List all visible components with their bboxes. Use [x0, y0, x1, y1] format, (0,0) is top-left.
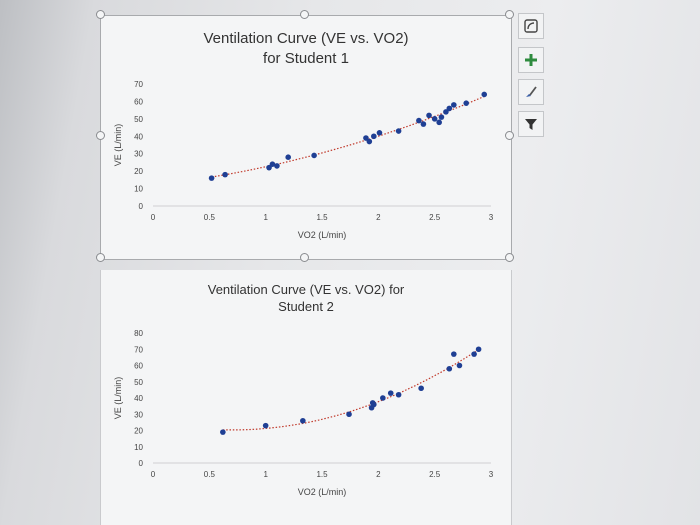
data-point[interactable] — [475, 346, 482, 353]
x-tick-label: 2 — [376, 213, 381, 222]
y-tick-label: 50 — [134, 115, 143, 124]
data-point[interactable] — [376, 130, 383, 136]
x-tick-label: 2 — [376, 470, 381, 479]
data-point[interactable] — [274, 163, 280, 169]
data-point[interactable] — [380, 395, 386, 401]
y-axis-title[interactable]: VE (L/min) — [113, 377, 123, 420]
resize-handle-top-left[interactable] — [96, 10, 105, 19]
x-tick-label: 3 — [489, 470, 494, 479]
resize-handle-right[interactable] — [505, 131, 514, 140]
resize-handle-top-right[interactable] — [505, 10, 514, 19]
data-point[interactable] — [363, 135, 369, 141]
data-point[interactable] — [443, 109, 449, 115]
data-point[interactable] — [262, 422, 269, 429]
data-point[interactable] — [451, 102, 457, 108]
chart-1-title[interactable]: Ventilation Curve (VE vs. VO2) for Stude… — [203, 30, 409, 67]
x-tick-label: 0 — [151, 470, 156, 479]
x-tick-label: 1 — [263, 470, 268, 479]
x-tick-label: 2.5 — [429, 470, 441, 479]
y-tick-label: 80 — [134, 329, 143, 338]
chart-filters-button[interactable] — [518, 111, 544, 137]
data-point[interactable] — [451, 351, 457, 357]
data-point[interactable] — [420, 121, 427, 127]
data-point[interactable] — [371, 401, 377, 408]
y-tick-label: 40 — [134, 132, 143, 141]
y-tick-label: 30 — [134, 150, 143, 159]
data-point[interactable] — [395, 391, 402, 398]
resize-handle-bottom-right[interactable] — [505, 253, 514, 262]
trendline[interactable] — [211, 95, 485, 178]
data-point[interactable] — [456, 362, 463, 369]
y-axis-title[interactable]: VE (L/min) — [113, 124, 123, 167]
data-point[interactable] — [395, 128, 402, 134]
y-tick-label: 30 — [134, 410, 143, 419]
brush-icon — [526, 86, 537, 97]
y-tick-label: 20 — [134, 167, 143, 176]
y-tick-label: 0 — [139, 459, 144, 468]
data-point[interactable] — [426, 112, 432, 119]
x-axis-title[interactable]: VO2 (L/min) — [298, 487, 347, 497]
data-point[interactable] — [269, 161, 276, 167]
data-point[interactable] — [416, 117, 422, 124]
y-tick-label: 0 — [139, 202, 144, 211]
data-point[interactable] — [222, 171, 228, 178]
y-tick-label: 70 — [134, 80, 143, 89]
plus-icon — [525, 54, 537, 66]
y-tick-label: 10 — [134, 443, 143, 452]
x-tick-label: 0 — [151, 213, 156, 222]
chart-layout-button[interactable] — [518, 13, 544, 39]
y-tick-label: 10 — [134, 185, 143, 194]
chart-2-area[interactable]: Ventilation Curve (VE vs. VO2) for Stude… — [100, 270, 512, 525]
data-point[interactable] — [371, 133, 377, 140]
y-tick-label: 70 — [134, 345, 143, 354]
resize-handle-top[interactable] — [300, 10, 309, 19]
x-tick-label: 3 — [489, 213, 494, 222]
data-point[interactable] — [438, 114, 445, 120]
data-point[interactable] — [311, 152, 317, 159]
chart-2-plot: 0 10 20 30 40 50 60 70 80 0 0.5 1 1.5 2 2.5 3 VO2 (L/min… — [113, 329, 494, 497]
data-point[interactable] — [366, 138, 373, 145]
data-point[interactable] — [446, 365, 453, 372]
chart-1-plot: 0 10 20 30 40 50 60 70 0 0.5 1 1.5 2 2.5 3 VO2 (L/min) V… — [113, 80, 494, 240]
x-tick-label: 1 — [263, 213, 268, 222]
resize-handle-bottom-left[interactable] — [96, 253, 105, 262]
x-tick-label: 0.5 — [204, 470, 216, 479]
filter-icon — [525, 119, 537, 130]
data-point[interactable] — [285, 154, 291, 160]
data-point[interactable] — [431, 116, 438, 122]
chart-elements-button[interactable] — [518, 47, 544, 73]
x-tick-label: 1.5 — [316, 470, 328, 479]
x-tick-label: 2.5 — [429, 213, 441, 222]
trendline[interactable] — [222, 348, 479, 431]
chart-layout-icon — [524, 19, 538, 33]
data-point[interactable] — [387, 390, 394, 396]
data-point[interactable] — [266, 164, 272, 171]
y-tick-label: 40 — [134, 394, 143, 403]
data-point[interactable] — [346, 411, 352, 418]
data-point[interactable] — [418, 385, 424, 392]
y-tick-label: 60 — [134, 362, 143, 371]
chart-styles-button[interactable] — [518, 79, 544, 105]
data-point[interactable] — [471, 351, 477, 357]
data-point[interactable] — [220, 429, 226, 435]
resize-handle-left[interactable] — [96, 131, 105, 140]
x-tick-label: 0.5 — [204, 213, 216, 222]
x-axis-title[interactable]: VO2 (L/min) — [298, 230, 347, 240]
y-tick-label: 20 — [134, 427, 143, 436]
resize-handle-bottom[interactable] — [300, 253, 309, 262]
y-tick-label: 60 — [134, 97, 143, 106]
data-point[interactable] — [481, 91, 488, 98]
data-point[interactable] — [436, 119, 442, 126]
data-point[interactable] — [300, 417, 306, 424]
chart-1-area[interactable]: Ventilation Curve (VE vs. VO2) for Stude… — [100, 15, 512, 260]
chart-2-title[interactable]: Ventilation Curve (VE vs. VO2) for Stude… — [207, 282, 405, 314]
data-point[interactable] — [463, 100, 470, 106]
data-point[interactable] — [208, 175, 215, 181]
x-tick-label: 1.5 — [316, 213, 328, 222]
y-tick-label: 50 — [134, 378, 143, 387]
data-point[interactable] — [446, 105, 453, 112]
